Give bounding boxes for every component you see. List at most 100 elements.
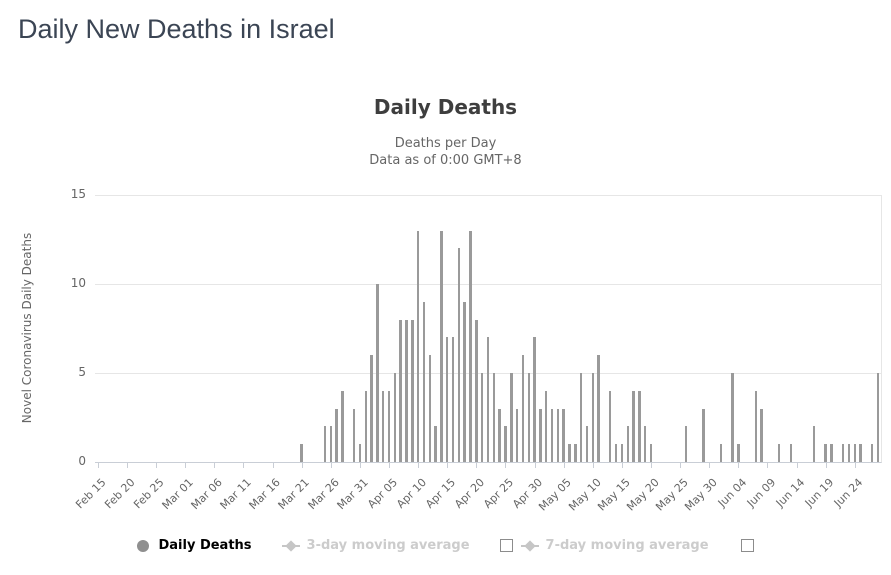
bar-jun-03 <box>731 373 734 462</box>
x-tick-mark <box>185 463 187 468</box>
bar-apr-18 <box>463 301 466 462</box>
bar-apr-26 <box>510 373 513 462</box>
chart-subtitle-line1: Deaths per Day <box>394 136 497 151</box>
x-axis-label-feb-25: Feb 25 <box>131 475 167 512</box>
bar-apr-11 <box>422 301 426 462</box>
bar-apr-07 <box>399 319 402 462</box>
bar-jun-04 <box>737 444 740 462</box>
bar-apr-29 <box>527 373 530 462</box>
gridline-y15 <box>95 195 881 196</box>
bar-may-15 <box>620 444 624 462</box>
x-axis-label-mar-01: Mar 01 <box>159 475 196 513</box>
bar-jun-07 <box>754 390 758 462</box>
chart-subtitle-line2: Data as of 0:00 GMT+8 <box>369 153 522 168</box>
x-axis-label-apr-15: Apr 15 <box>422 475 458 511</box>
bar-may-07 <box>574 444 577 462</box>
bar-apr-30 <box>533 337 536 462</box>
bar-mar-21 <box>300 444 303 462</box>
x-tick-mark <box>272 463 274 468</box>
x-tick-mark <box>651 463 653 468</box>
x-axis-label-feb-15: Feb 15 <box>73 475 109 512</box>
bar-may-02 <box>544 390 548 462</box>
bar-may-19 <box>643 426 647 462</box>
bar-apr-20 <box>475 319 478 462</box>
x-axis-label-apr-20: Apr 20 <box>451 475 487 511</box>
x-tick-mark <box>505 463 507 468</box>
x-tick-mark <box>796 463 798 468</box>
y-axis-label-15: 15 <box>70 187 86 201</box>
bar-may-16 <box>626 426 629 462</box>
x-tick-mark <box>243 463 245 468</box>
x-axis-label-feb-20: Feb 20 <box>102 475 138 512</box>
bar-apr-23 <box>492 373 496 462</box>
bar-apr-10 <box>416 230 420 462</box>
x-axis-label-jun-24: Jun 24 <box>831 475 866 510</box>
x-tick-mark <box>97 463 99 468</box>
x-tick-mark <box>854 463 856 468</box>
bar-jun-17 <box>812 426 816 462</box>
bar-apr-22 <box>486 337 490 462</box>
legend-item-daily-deaths[interactable]: Daily Deaths <box>137 538 252 553</box>
legend-label-3day-avg: 3-day moving average <box>306 538 470 553</box>
bar-mar-30 <box>352 408 356 462</box>
x-axis-label-mar-16: Mar 16 <box>246 475 284 513</box>
bar-jun-25 <box>859 444 862 462</box>
bar-may-26 <box>684 426 688 462</box>
x-axis-label-mar-11: Mar 11 <box>217 475 255 513</box>
bar-apr-05 <box>387 390 391 462</box>
plot-area <box>95 195 882 463</box>
x-tick-mark <box>389 463 391 468</box>
x-tick-mark <box>680 463 682 468</box>
x-tick-mark <box>330 463 332 468</box>
bar-may-08 <box>579 373 583 462</box>
checkbox-7day-avg[interactable] <box>740 539 754 552</box>
checkbox-3day-avg[interactable] <box>499 539 513 552</box>
legend-item-7day-avg[interactable]: 7-day moving average <box>520 538 709 553</box>
bar-may-04 <box>556 408 560 462</box>
x-tick-mark <box>534 463 536 468</box>
x-axis-label-jun-14: Jun 14 <box>773 475 808 510</box>
x-axis-label-mar-31: Mar 31 <box>334 475 371 513</box>
bar-may-10 <box>591 373 594 462</box>
x-tick-mark <box>621 463 623 468</box>
bar-jun-28 <box>876 373 880 462</box>
y-axis-label-10: 10 <box>70 276 86 290</box>
bar-may-03 <box>550 408 554 462</box>
chart-subtitle: Deaths per Day Data as of 0:00 GMT+8 <box>0 135 891 169</box>
bar-apr-04 <box>381 390 385 462</box>
bar-apr-01 <box>364 390 367 462</box>
bar-may-09 <box>585 426 589 462</box>
y-axis-title: Novel Coronavirus Daily Deaths <box>20 232 34 424</box>
bar-jun-08 <box>760 408 763 462</box>
bar-apr-15 <box>446 337 449 462</box>
bar-jun-27 <box>871 444 874 462</box>
x-axis-label-jun-19: Jun 19 <box>802 475 837 510</box>
bar-apr-19 <box>469 230 472 462</box>
bar-jun-23 <box>847 444 851 462</box>
bar-may-20 <box>649 444 653 462</box>
legend: Daily Deaths 3-day moving average 7-day … <box>0 538 891 553</box>
bar-apr-02 <box>370 355 373 462</box>
x-tick-mark <box>592 463 594 468</box>
x-axis-label-apr-25: Apr 25 <box>481 475 517 511</box>
bar-apr-03 <box>376 284 379 462</box>
bar-apr-25 <box>504 426 507 462</box>
bar-apr-24 <box>498 408 501 462</box>
bar-jun-01 <box>719 444 723 462</box>
x-tick-mark <box>359 463 361 468</box>
bar-mar-28 <box>341 390 344 462</box>
y-axis-label-5: 5 <box>78 365 86 379</box>
y-axis-label-0: 0 <box>78 454 86 468</box>
x-axis-label-mar-21: Mar 21 <box>276 475 313 513</box>
x-axis-label-apr-05: Apr 05 <box>364 475 400 511</box>
bar-may-18 <box>638 390 641 462</box>
bar-mar-26 <box>329 426 332 462</box>
legend-item-3day-avg[interactable]: 3-day moving average <box>281 538 470 553</box>
bar-apr-28 <box>521 355 525 462</box>
bar-jun-13 <box>789 444 792 462</box>
chart-title: Daily Deaths <box>373 95 518 119</box>
x-tick-mark <box>709 463 711 468</box>
x-tick-mark <box>156 463 158 468</box>
bar-apr-14 <box>440 230 443 462</box>
x-tick-mark <box>447 463 449 468</box>
